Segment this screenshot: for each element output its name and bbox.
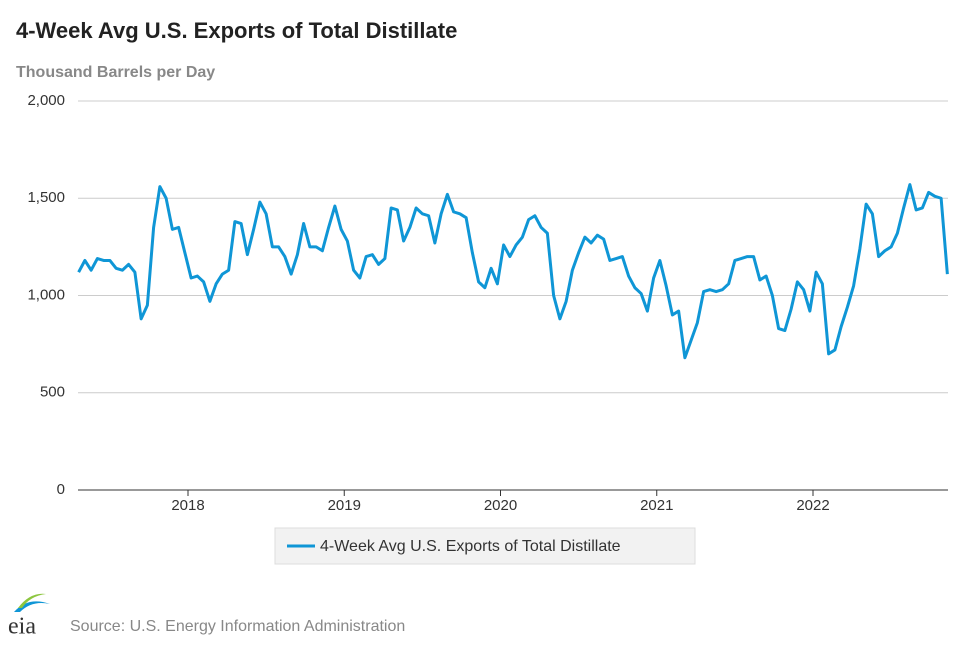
x-tick-label: 2018: [171, 497, 204, 514]
legend-box: [274, 527, 696, 565]
source: Source: U.S. Energy Information Administ…: [70, 618, 405, 635]
chart-title: 4-Week Avg U.S. Exports of Total Distill…: [16, 18, 457, 43]
logo-swoosh: [18, 593, 46, 608]
chart-subtitle: Thousand Barrels per Day: [16, 64, 215, 81]
y-tick-label: 2,000: [27, 92, 65, 109]
x-tick-label: 2022: [796, 497, 829, 514]
y-tick-label: 0: [57, 481, 65, 498]
x-tick-label: 2021: [640, 497, 673, 514]
x-tick-label: 2019: [328, 497, 361, 514]
y-tick-label: 1,500: [27, 189, 65, 206]
data-line: [77, 183, 949, 360]
logo: eia: [8, 614, 36, 640]
legend-label: 4-Week Avg U.S. Exports of Total Distill…: [320, 538, 621, 555]
x-tick-label: 2020: [484, 497, 517, 514]
y-tick-label: 500: [40, 384, 65, 401]
y-tick-label: 1,000: [27, 286, 65, 303]
